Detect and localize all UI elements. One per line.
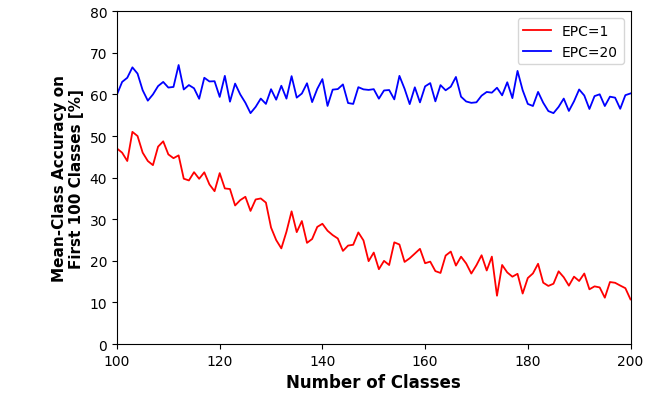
- EPC=1: [627, 297, 634, 302]
- EPC=20: [252, 105, 259, 110]
- EPC=1: [129, 130, 136, 135]
- Y-axis label: Mean-Class Accuracy on
First 100 Classes [%]: Mean-Class Accuracy on First 100 Classes…: [52, 75, 84, 281]
- EPC=20: [246, 111, 254, 116]
- EPC=20: [627, 92, 634, 97]
- Line: EPC=1: EPC=1: [117, 132, 630, 300]
- EPC=1: [246, 209, 254, 214]
- EPC=1: [503, 270, 511, 275]
- EPC=1: [426, 260, 434, 264]
- EPC=20: [149, 93, 157, 98]
- EPC=20: [508, 96, 516, 101]
- EPC=20: [432, 100, 439, 104]
- X-axis label: Number of Classes: Number of Classes: [287, 373, 461, 391]
- EPC=1: [478, 253, 486, 258]
- EPC=1: [354, 230, 362, 235]
- EPC=20: [175, 64, 183, 68]
- EPC=20: [113, 93, 121, 98]
- EPC=20: [483, 90, 491, 95]
- EPC=20: [359, 88, 367, 93]
- EPC=1: [154, 145, 162, 150]
- Line: EPC=20: EPC=20: [117, 66, 630, 114]
- EPC=1: [113, 147, 121, 151]
- Legend: EPC=1, EPC=20: EPC=1, EPC=20: [517, 19, 623, 65]
